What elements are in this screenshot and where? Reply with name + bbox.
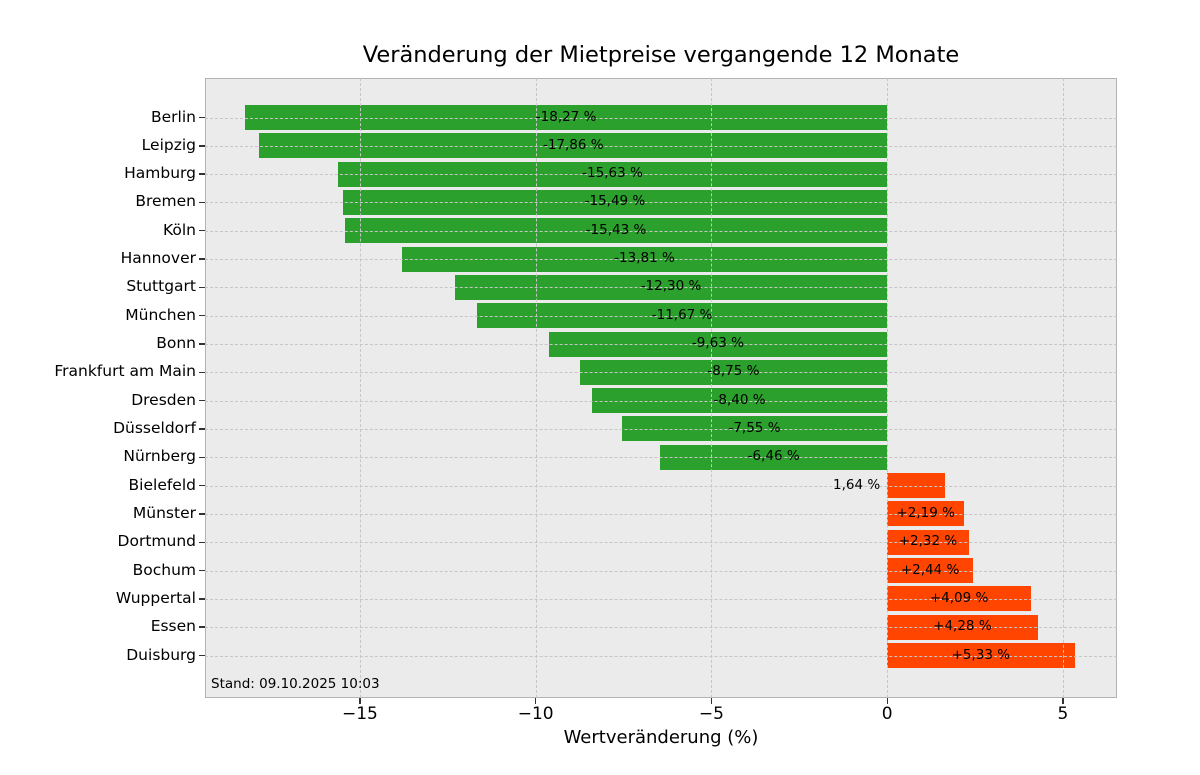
y-tick-mark — [199, 145, 205, 147]
row-gridline — [205, 344, 1117, 346]
row-gridline — [205, 513, 1117, 515]
row-gridline — [205, 570, 1117, 572]
row-gridline — [205, 372, 1117, 374]
bar-value-label: +5,33 % — [951, 646, 1011, 663]
row-gridline — [205, 457, 1117, 459]
y-tick-mark — [199, 116, 205, 119]
y-axis-city-label: Köln — [162, 220, 196, 239]
x-tick-mark — [359, 698, 361, 704]
bar-value-label: -12,30 % — [640, 278, 702, 295]
y-tick-mark — [199, 428, 205, 430]
x-axis-label: Wertveränderung (%) — [563, 727, 759, 748]
y-tick-mark — [199, 258, 205, 260]
y-axis-city-label: Düsseldorf — [113, 418, 196, 437]
bar-value-label: -11,67 % — [651, 306, 713, 323]
y-tick-mark — [199, 513, 205, 515]
y-axis-city-label: Berlin — [151, 107, 196, 126]
row-gridline — [205, 627, 1117, 629]
bar-value-label: 1,64 % — [833, 476, 881, 493]
y-tick-mark — [199, 598, 205, 600]
x-tick-label: −10 — [517, 704, 554, 724]
row-gridline — [205, 145, 1117, 147]
row-gridline — [205, 485, 1117, 487]
bar-value-label: -15,49 % — [584, 193, 646, 210]
x-gridline — [359, 78, 361, 698]
y-axis-city-label: Bielefeld — [128, 475, 196, 494]
bar-value-label: +2,32 % — [898, 533, 958, 550]
x-tick-mark — [535, 698, 537, 704]
y-tick-mark — [199, 541, 205, 543]
x-tick-mark — [886, 698, 888, 704]
x-tick-label: 5 — [1057, 704, 1069, 724]
x-gridline — [1062, 78, 1064, 698]
y-axis-city-label: Hamburg — [124, 164, 196, 183]
bar-value-label: -6,46 % — [747, 448, 800, 465]
y-axis-city-label: Stuttgart — [126, 277, 196, 296]
x-tick-mark — [710, 698, 713, 704]
row-gridline — [205, 428, 1117, 430]
y-tick-mark — [199, 456, 205, 458]
bar-value-label: -15,63 % — [582, 165, 643, 182]
bar-value-label: +2,44 % — [900, 561, 960, 578]
bar-value-label: +2,19 % — [896, 504, 955, 521]
bar-value-label: -18,27 % — [535, 108, 597, 125]
y-axis-city-label: Münster — [132, 503, 196, 522]
bar-value-label: +4,09 % — [929, 589, 989, 606]
y-tick-mark — [199, 286, 205, 289]
y-tick-mark — [199, 230, 205, 232]
row-gridline — [205, 287, 1117, 289]
x-tick-label: −15 — [341, 704, 378, 724]
row-gridline — [205, 400, 1117, 402]
y-tick-mark — [199, 371, 205, 374]
y-axis-city-label: Frankfurt am Main — [54, 362, 196, 381]
y-axis-city-label: München — [125, 305, 196, 324]
row-gridline — [205, 598, 1117, 600]
row-gridline — [205, 230, 1117, 232]
y-axis-city-label: Dresden — [131, 390, 196, 409]
bar-value-label: -15,43 % — [585, 221, 647, 238]
bar-value-label: +4,28 % — [933, 618, 992, 635]
y-tick-mark — [199, 315, 205, 317]
x-tick-mark — [1062, 698, 1064, 704]
y-axis-city-label: Wuppertal — [115, 588, 196, 607]
chart-title: Veränderung der Mietpreise vergangende 1… — [362, 42, 960, 68]
y-axis-city-label: Bochum — [132, 560, 196, 579]
bar-value-label: -7,55 % — [728, 419, 781, 436]
bar-value-label: -8,40 % — [713, 391, 766, 408]
y-tick-mark — [199, 399, 205, 402]
row-gridline — [205, 259, 1117, 261]
bar-value-label: -9,63 % — [691, 335, 744, 352]
y-axis-city-label: Hannover — [120, 249, 196, 268]
y-tick-mark — [199, 626, 205, 628]
bar-value-label: -8,75 % — [707, 363, 760, 380]
y-axis-city-label: Essen — [150, 617, 196, 636]
y-axis-city-label: Dortmund — [117, 532, 196, 551]
y-tick-mark — [199, 569, 205, 572]
row-gridline — [205, 315, 1117, 317]
y-tick-mark — [199, 173, 205, 175]
bar-value-label: -13,81 % — [614, 250, 675, 267]
y-tick-mark — [199, 654, 205, 657]
y-axis-city-label: Bonn — [156, 334, 196, 353]
row-gridline — [205, 117, 1117, 119]
row-gridline — [205, 655, 1117, 657]
y-tick-mark — [199, 201, 205, 204]
bar-value-label: -17,86 % — [542, 136, 604, 153]
row-gridline — [205, 174, 1117, 176]
x-gridline — [887, 78, 889, 698]
y-axis-city-label: Bremen — [135, 192, 196, 211]
row-gridline — [205, 542, 1117, 544]
timestamp-annotation: Stand: 09.10.2025 10:03 — [211, 676, 380, 692]
row-gridline — [205, 202, 1117, 204]
y-tick-mark — [199, 484, 205, 487]
y-axis-city-label: Leipzig — [141, 135, 196, 154]
y-tick-mark — [199, 343, 205, 345]
y-axis-city-label: Nürnberg — [123, 447, 196, 466]
x-tick-label: 0 — [881, 704, 893, 724]
x-gridline — [535, 78, 537, 698]
x-tick-label: −5 — [698, 704, 724, 724]
y-axis-city-label: Duisburg — [126, 645, 196, 664]
x-gridline — [711, 78, 713, 698]
